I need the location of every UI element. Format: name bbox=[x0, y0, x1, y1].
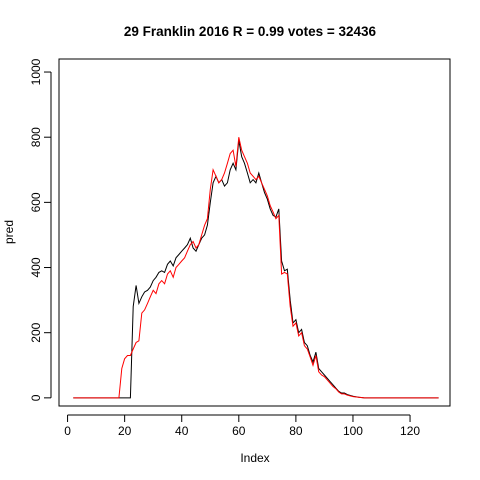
x-tick-label: 100 bbox=[343, 424, 363, 438]
y-tick-label: 600 bbox=[29, 192, 43, 212]
x-tick-label: 20 bbox=[118, 424, 132, 438]
x-axis: 0 20 40 60 80 100 120 bbox=[64, 414, 420, 438]
x-tick-label: 40 bbox=[175, 424, 189, 438]
y-tick-label: 0 bbox=[29, 394, 43, 401]
x-tick-label: 120 bbox=[400, 424, 420, 438]
chart-title: 29 Franklin 2016 R = 0.99 votes = 32436 bbox=[124, 24, 377, 39]
x-tick-label: 0 bbox=[64, 424, 71, 438]
x-tick-label: 80 bbox=[289, 424, 303, 438]
y-axis-label: pred bbox=[2, 220, 16, 244]
x-tick-label: 60 bbox=[232, 424, 246, 438]
y-tick-label: 800 bbox=[29, 127, 43, 147]
x-axis-label: Index bbox=[240, 451, 269, 465]
series-line-1 bbox=[73, 140, 439, 399]
y-tick-label: 1000 bbox=[29, 58, 43, 85]
series-line-2 bbox=[73, 137, 439, 399]
y-tick-label: 200 bbox=[29, 322, 43, 342]
y-axis: 0 200 400 600 800 1000 bbox=[29, 58, 52, 401]
plot-frame bbox=[58, 58, 451, 407]
y-tick-label: 400 bbox=[29, 257, 43, 277]
series-layer bbox=[73, 137, 439, 399]
